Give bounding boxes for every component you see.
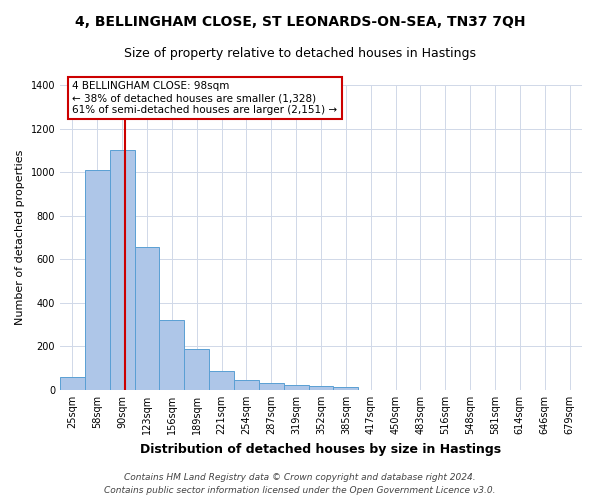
Text: Contains public sector information licensed under the Open Government Licence v3: Contains public sector information licen…	[104, 486, 496, 495]
Text: Contains HM Land Registry data © Crown copyright and database right 2024.: Contains HM Land Registry data © Crown c…	[124, 472, 476, 482]
Bar	[308, 386, 334, 390]
Bar	[234, 380, 259, 390]
X-axis label: Distribution of detached houses by size in Hastings: Distribution of detached houses by size …	[140, 442, 502, 456]
Bar	[85, 170, 110, 390]
Bar	[209, 372, 234, 390]
Y-axis label: Number of detached properties: Number of detached properties	[15, 150, 25, 325]
Bar	[110, 150, 134, 390]
Bar	[160, 320, 184, 390]
Bar	[334, 386, 358, 390]
Text: 4, BELLINGHAM CLOSE, ST LEONARDS-ON-SEA, TN37 7QH: 4, BELLINGHAM CLOSE, ST LEONARDS-ON-SEA,…	[75, 15, 525, 29]
Bar	[259, 384, 284, 390]
Bar	[184, 348, 209, 390]
Bar	[284, 385, 308, 390]
Bar	[134, 248, 160, 390]
Bar	[60, 377, 85, 390]
Text: Size of property relative to detached houses in Hastings: Size of property relative to detached ho…	[124, 48, 476, 60]
Text: 4 BELLINGHAM CLOSE: 98sqm
← 38% of detached houses are smaller (1,328)
61% of se: 4 BELLINGHAM CLOSE: 98sqm ← 38% of detac…	[73, 82, 338, 114]
